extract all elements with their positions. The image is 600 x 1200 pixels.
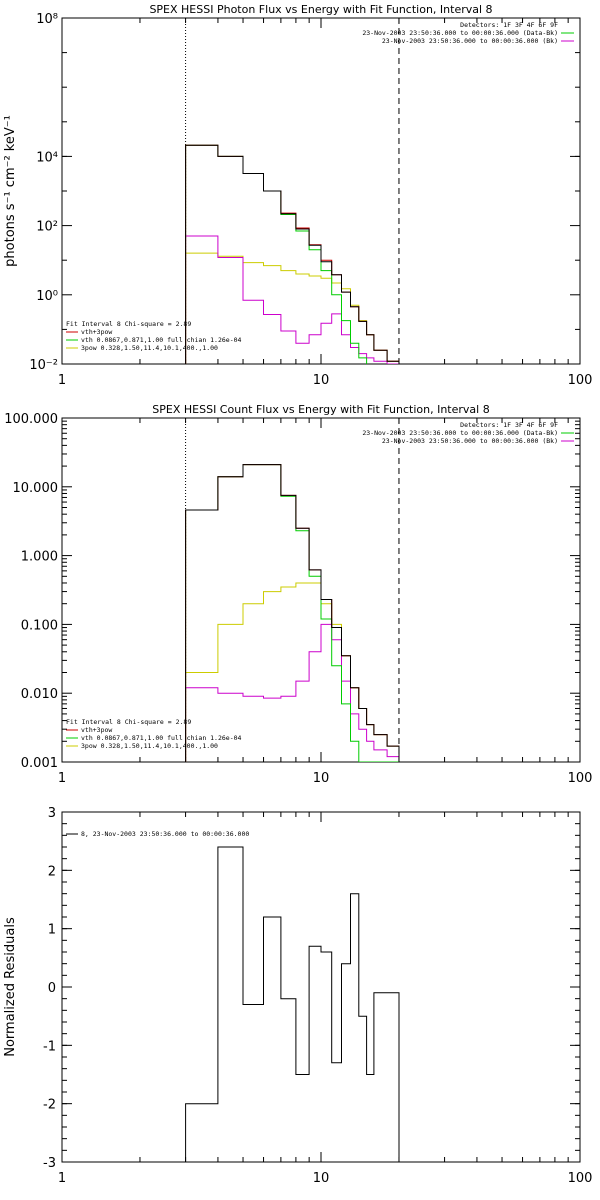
y-tick-label: 1.000 <box>21 550 58 565</box>
y-tick-label: -3 <box>43 1156 56 1171</box>
series-group <box>185 464 400 762</box>
x-tick-label: 100 <box>568 1171 593 1186</box>
legend-left-entry: vth 0.0867,0.871,1.00 full chian 1.26e-0… <box>81 336 242 344</box>
series-group <box>185 846 400 1162</box>
y-tick-label: 10⁴ <box>36 150 58 165</box>
y-tick-label: 10⁻² <box>29 358 58 373</box>
legend-left-header: Fit Interval 8 Chi-square = 2.89 <box>66 320 191 328</box>
plot-frame <box>61 17 581 365</box>
y-tick-label: -2 <box>43 1098 56 1113</box>
legend-right-entry: 23-Nov-2003 23:50:36.000 to 00:00:36.000… <box>362 429 558 437</box>
chart-panel-1: SPEX HESSI Photon Flux vs Energy with Fi… <box>3 3 592 388</box>
series-line-0 <box>185 846 400 1162</box>
y-tick-label: 10.000 <box>13 481 59 496</box>
legend-left-entry: vth+3pow <box>81 726 112 734</box>
x-tick-label: 1 <box>58 771 66 786</box>
series-line-0 <box>185 464 400 762</box>
y-axis-title: Normalized Residuals <box>3 917 18 1057</box>
x-tick-label: 1 <box>58 373 66 388</box>
legend-left-entry: 3pow 0.328,1.50,11.4,10.1,400.,1.00 <box>81 742 218 750</box>
y-tick-label: 0 <box>48 981 56 996</box>
x-tick-label: 1 <box>58 1171 66 1186</box>
y-tick-label: 0.010 <box>21 687 58 702</box>
y-tick-label: 2 <box>48 864 56 879</box>
x-tick-label: 10 <box>313 373 330 388</box>
legend-right-entry: 23-Nov-2003 23:50:36.000 to 00:00:36.000… <box>382 37 558 45</box>
x-tick-label: 100 <box>568 771 593 786</box>
legend-left-entry: vth+3pow <box>81 328 112 336</box>
series-group <box>185 144 400 364</box>
y-axis-title: photons s⁻¹ cm⁻² keV⁻¹ <box>3 115 18 267</box>
chart-title: SPEX HESSI Photon Flux vs Energy with Fi… <box>149 3 492 16</box>
series-line-4 <box>185 582 400 762</box>
legend-left-entry: 3pow 0.328,1.50,11.4,10.1,400.,1.00 <box>81 344 218 352</box>
series-line-3 <box>185 623 400 762</box>
x-tick-label: 100 <box>568 373 593 388</box>
series-line-3 <box>185 235 400 364</box>
y-tick-label: 100.000 <box>4 412 58 427</box>
y-tick-label: 10⁸ <box>36 12 58 27</box>
legend-right-entry: 23-Nov-2003 23:50:36.000 to 00:00:36.000… <box>362 29 558 37</box>
chart-title: SPEX HESSI Count Flux vs Energy with Fit… <box>152 403 489 416</box>
y-tick-label: 1 <box>48 923 56 938</box>
y-tick-label: 10⁰ <box>36 289 58 304</box>
legend-right-entry: 23-Nov-2003 23:50:36.000 to 00:00:36.000… <box>382 437 558 445</box>
y-tick-label: -1 <box>43 1039 56 1054</box>
x-tick-label: 10 <box>313 771 330 786</box>
y-tick-label: 3 <box>48 806 56 821</box>
x-tick-label: 10 <box>313 1171 330 1186</box>
legend-left-entry: 8, 23-Nov-2003 23:50:36.000 to 00:00:36.… <box>81 830 249 838</box>
chart-panel-3: 1 10 100 -3 -2 -1 0 1 2 3 Normalized Residuals 8, 2… <box>3 806 592 1186</box>
legend-right-entry: Detectors: 1F 3F 4F 6F 9F <box>460 21 558 29</box>
chart-panel-2: SPEX HESSI Count Flux vs Energy with Fit… <box>4 403 592 786</box>
legend-right-entry: Detectors: 1F 3F 4F 6F 9F <box>460 421 558 429</box>
y-tick-label: 10² <box>36 220 58 235</box>
y-tick-label: 0.001 <box>21 756 58 771</box>
legend-left-header: Fit Interval 8 Chi-square = 2.89 <box>66 718 191 726</box>
plot-frame <box>61 811 581 1163</box>
y-tick-label: 0.100 <box>21 618 58 633</box>
legend-left-entry: vth 0.0867,0.871,1.00 full chian 1.26e-0… <box>81 734 242 742</box>
series-line-0 <box>185 144 400 364</box>
